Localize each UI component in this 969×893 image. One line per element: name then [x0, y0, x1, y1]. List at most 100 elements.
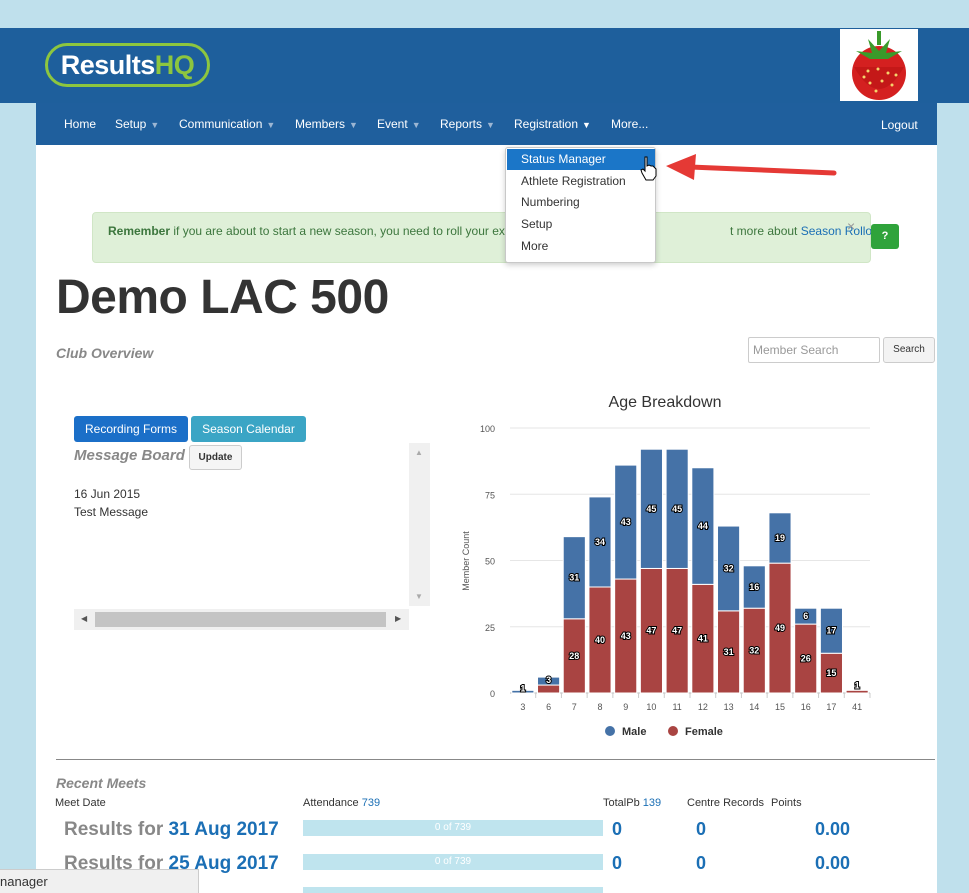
message-board-horizontal-scrollbar[interactable]: ◀ ▶ — [74, 609, 409, 630]
season-rollover-link[interactable]: Season Rollover — [800, 224, 889, 238]
bar-female — [537, 684, 561, 694]
message-date: 16 Jun 2015 — [74, 487, 141, 501]
x-tick-label: 14 — [749, 702, 759, 712]
centre-records-header: Centre Records — [687, 797, 765, 809]
main-navbar — [36, 103, 937, 145]
x-tick-label: 12 — [698, 702, 708, 712]
totalpb-total[interactable]: 139 — [642, 797, 662, 809]
alert-body: if you are about to start a new season, … — [170, 224, 505, 238]
data-label-male: 44 — [698, 521, 708, 531]
attendance-bar: 0 of 739 — [303, 820, 603, 836]
alert-tail: t more about — [730, 224, 801, 238]
nav-event[interactable]: Event ▼ — [377, 117, 421, 131]
data-label-female: 40 — [595, 635, 605, 645]
nav-reports[interactable]: Reports ▼ — [440, 117, 495, 131]
menu-item-numbering[interactable]: Numbering — [521, 195, 580, 209]
attendance-total[interactable]: 739 — [361, 797, 381, 809]
menu-item-more[interactable]: More — [521, 239, 549, 253]
data-label-female: 1 — [855, 680, 860, 690]
x-tick-label: 15 — [775, 702, 785, 712]
bar-male — [665, 448, 689, 569]
nav-members[interactable]: Members ▼ — [295, 117, 358, 131]
data-label-female: 43 — [621, 631, 631, 641]
scroll-left-icon[interactable]: ◀ — [81, 614, 88, 623]
totalpb-value: 0 — [612, 819, 623, 839]
data-label-female: 15 — [826, 668, 836, 678]
scrollbar-thumb[interactable] — [95, 612, 386, 627]
bar-male — [639, 448, 663, 569]
result-prefix: Results for — [64, 819, 169, 840]
help-button[interactable]: ? — [871, 224, 899, 249]
legend-label-male: Male — [622, 726, 646, 738]
nav-registration[interactable]: Registration ▼ — [514, 117, 591, 131]
nav-more-label: More... — [611, 117, 649, 131]
bar-male — [691, 467, 715, 585]
scroll-down-icon[interactable]: ▼ — [415, 592, 423, 601]
message-board-vertical-scrollbar[interactable]: ▲ ▼ — [409, 443, 430, 606]
alert-text: Remember if you are about to start a new… — [108, 224, 505, 238]
menu-item-status-manager[interactable]: Status Manager — [507, 149, 655, 170]
x-tick-label: 13 — [724, 702, 734, 712]
resultshq-logo[interactable]: ResultsHQ — [45, 43, 210, 87]
logout-label: Logout — [881, 118, 918, 132]
y-tick-label: 25 — [485, 623, 495, 633]
nav-reports-label: Reports — [440, 117, 483, 131]
bar-male — [717, 525, 741, 612]
scroll-up-icon[interactable]: ▲ — [415, 448, 423, 457]
update-button[interactable]: Update — [189, 445, 242, 470]
totalpb-header-label: TotalPb — [603, 797, 640, 809]
page-title: Demo LAC 500 — [56, 271, 389, 324]
centre-records-value: 0 — [696, 853, 707, 873]
alert-bold: Remember — [108, 224, 171, 238]
nav-home[interactable]: Home — [64, 117, 96, 131]
logout-link[interactable]: Logout — [881, 118, 918, 132]
x-tick-label: 7 — [572, 702, 577, 712]
result-date[interactable]: 25 Aug 2017 — [168, 853, 279, 874]
y-tick-label: 75 — [485, 490, 495, 500]
close-icon[interactable]: × — [847, 218, 856, 234]
meet-result-link[interactable]: Results for 25 Aug 2017 — [64, 853, 279, 875]
x-tick-label: 3 — [520, 702, 525, 712]
data-label-male: 43 — [621, 517, 631, 527]
totalpb-value: 0 — [612, 853, 623, 873]
search-button[interactable]: Search — [883, 337, 935, 363]
caret-down-icon: ▼ — [150, 120, 160, 130]
meet-result-link[interactable]: Results for 31 Aug 2017 — [64, 819, 279, 841]
bar-male — [562, 536, 586, 620]
data-label-male: 45 — [672, 504, 682, 514]
data-label-male: 45 — [646, 504, 656, 514]
menu-item-setup[interactable]: Setup — [521, 217, 553, 231]
message-board-heading: Message Board — [74, 447, 185, 464]
x-tick-label: 11 — [672, 702, 681, 712]
member-search-input[interactable] — [748, 337, 880, 363]
legend-marker-male — [605, 726, 615, 736]
data-label-male: 16 — [749, 582, 759, 592]
legend-label-female: Female — [685, 726, 723, 738]
points-value: 0.00 — [815, 819, 851, 839]
message-text: Test Message — [74, 505, 149, 519]
scroll-right-icon[interactable]: ▶ — [395, 614, 402, 623]
x-tick-label: 6 — [546, 702, 551, 712]
section-divider — [56, 759, 935, 760]
data-label-male: 31 — [569, 573, 579, 583]
nav-setup-label: Setup — [115, 117, 147, 131]
club-overview-heading: Club Overview — [56, 345, 154, 361]
caret-down-icon: ▼ — [582, 120, 591, 130]
menu-item-athlete-registration[interactable]: Athlete Registration — [521, 174, 626, 188]
result-date[interactable]: 31 Aug 2017 — [168, 819, 279, 840]
caret-down-icon: ▼ — [486, 120, 495, 130]
recording-forms-button[interactable]: Recording Forms — [74, 416, 188, 442]
chart-title: Age Breakdown — [609, 394, 722, 411]
nav-communication[interactable]: Communication ▼ — [179, 117, 275, 131]
centre-records-value: 0 — [696, 819, 707, 839]
caret-down-icon: ▼ — [349, 120, 358, 130]
data-label-female: 3 — [546, 675, 551, 685]
caret-down-icon: ▼ — [411, 120, 421, 130]
season-calendar-button[interactable]: Season Calendar — [191, 416, 306, 442]
nav-more[interactable]: More... — [611, 117, 648, 131]
data-label-male: 34 — [595, 537, 605, 547]
data-label-male: 32 — [724, 563, 734, 573]
y-tick-label: 50 — [485, 557, 495, 567]
nav-setup[interactable]: Setup ▼ — [115, 117, 159, 131]
